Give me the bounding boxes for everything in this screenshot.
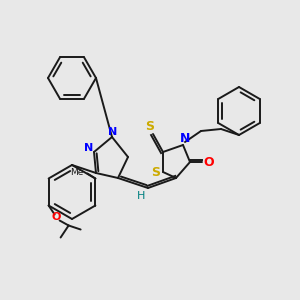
Text: Me: Me — [70, 168, 83, 177]
Text: N: N — [180, 133, 190, 146]
Text: O: O — [204, 155, 214, 169]
Text: S: S — [146, 121, 154, 134]
Text: O: O — [52, 212, 61, 223]
Text: H: H — [137, 191, 145, 201]
Text: N: N — [84, 143, 94, 153]
Text: N: N — [108, 127, 118, 137]
Text: S: S — [152, 166, 160, 178]
